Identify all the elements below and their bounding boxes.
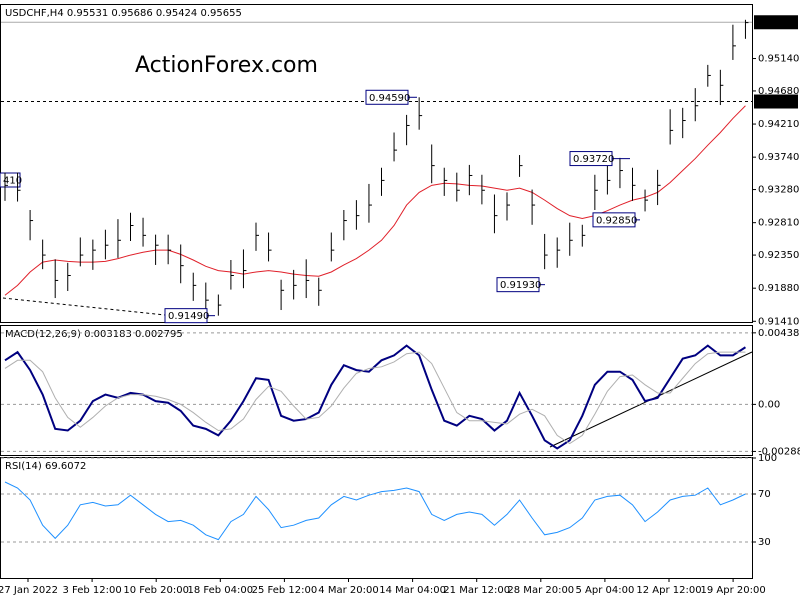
x-tick-label: 19 Apr 20:00 [700, 585, 765, 596]
annotation-box [365, 89, 409, 105]
indicator-line [4, 481, 746, 541]
watermark: ActionForex.com [135, 53, 318, 78]
y-tick-label: 0.91880 [758, 283, 799, 294]
y-tick-label: 0.95140 [758, 54, 799, 65]
panel-title: MACD(12,26,9) 0.003183 0.002795 [5, 329, 183, 340]
price-label: 0.94530 [757, 97, 798, 108]
x-tick-label: 18 Feb 04:00 [187, 585, 253, 596]
y-tick-label: 0.00 [758, 399, 780, 410]
price-panel [0, 4, 753, 323]
y-tick-label: 0.92350 [758, 250, 799, 261]
indicator-line [4, 344, 746, 450]
annotation-box [592, 212, 636, 228]
y-tick-label: 0.93280 [758, 185, 799, 196]
x-tick-label: 12 Apr 12:00 [636, 585, 701, 596]
annotation-label: 0.93720 [573, 154, 614, 165]
annotation-label: 0.94590 [369, 93, 410, 104]
x-tick-label: 27 Jan 2022 [0, 585, 58, 596]
annotation-label: 0.91930 [500, 280, 541, 291]
rsi-panel [0, 457, 753, 579]
y-tick-label: 0.94210 [758, 119, 799, 130]
y-tick-label: -0.002881 [758, 446, 800, 457]
annotation-label: 0.91490 [168, 311, 209, 322]
moving-average [4, 105, 746, 296]
indicator-line [4, 351, 746, 445]
price-label: 0.95655 [757, 18, 798, 29]
price-label-box [754, 15, 798, 30]
annotation-box [496, 277, 540, 293]
y-tick-label: 0.004381 [758, 328, 800, 339]
price-label-box [754, 94, 798, 109]
y-tick-label: 0.92810 [758, 218, 799, 229]
annotation-box [164, 308, 208, 324]
annotation-label: 0.92850 [596, 215, 637, 226]
y-tick-label: 100 [758, 453, 777, 464]
clipped-label: 410 [3, 176, 22, 187]
x-tick-label: 10 Feb 20:00 [123, 585, 189, 596]
y-tick-label: 0.91410 [758, 316, 799, 327]
y-tick-label: 0.93740 [758, 152, 799, 163]
x-tick-label: 5 Apr 04:00 [575, 585, 634, 596]
annotation-box [569, 151, 613, 167]
y-tick-label: 0.94680 [758, 86, 799, 97]
x-tick-label: 3 Feb 12:00 [62, 585, 121, 596]
macd-panel [0, 325, 753, 456]
x-tick-label: 28 Mar 20:00 [507, 585, 574, 596]
panel-title: USDCHF,H4 0.95531 0.95686 0.95424 0.9565… [5, 8, 242, 19]
y-tick-label: 70 [758, 489, 771, 500]
x-tick-label: 14 Mar 04:00 [379, 585, 446, 596]
x-tick-label: 25 Feb 12:00 [252, 585, 318, 596]
x-tick-label: 21 Mar 12:00 [443, 585, 510, 596]
y-tick-label: 30 [758, 537, 771, 548]
x-tick-label: 4 Mar 20:00 [318, 585, 378, 596]
panel-title: RSI(14) 69.6072 [5, 461, 86, 472]
